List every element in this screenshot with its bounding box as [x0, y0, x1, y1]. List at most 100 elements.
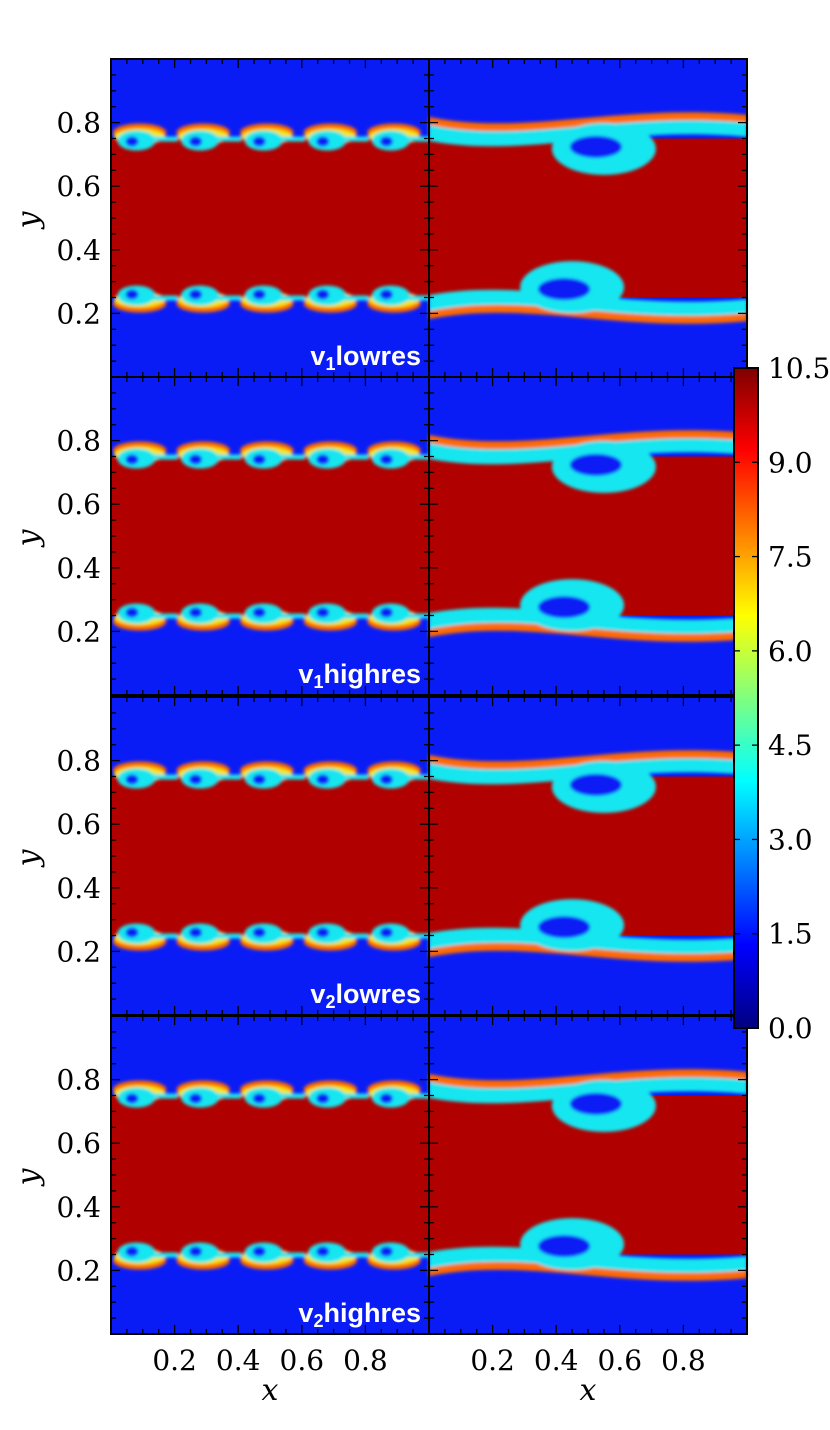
y-tick-label: 0.4: [56, 872, 101, 905]
vortex-core: [569, 1092, 622, 1115]
filament: [276, 774, 305, 780]
filament: [403, 295, 433, 301]
dense-band: [111, 1095, 429, 1255]
panel-r1-c2: [428, 58, 748, 378]
panel-r2-c2: [428, 376, 748, 696]
filament: [403, 1252, 433, 1258]
y-axis-label: y: [11, 1167, 46, 1187]
vortex-core: [252, 927, 266, 938]
filament: [149, 1093, 178, 1099]
run-label: v2lowres: [310, 979, 421, 1012]
vortex-core: [125, 136, 139, 147]
y-tick-label: 0.2: [56, 615, 101, 648]
y-tick-label: 0.2: [56, 297, 101, 330]
x-tick-label: 0.8: [661, 1344, 706, 1377]
filament: [339, 613, 369, 619]
colorbar-tick-label: 9.0: [768, 446, 813, 479]
colorbar-gradient: [733, 367, 759, 1029]
vortex-core: [316, 1246, 330, 1257]
colorbar-tick-label: 7.5: [768, 541, 813, 574]
lower-interface: [112, 285, 433, 313]
filament: [149, 136, 178, 142]
vortex-core: [252, 1246, 266, 1257]
y-tick-label: 0.8: [56, 107, 101, 140]
filament: [212, 933, 242, 939]
y-tick-label: 0.2: [56, 1254, 101, 1287]
filament: [339, 1093, 369, 1099]
y-tick-label: 0.8: [56, 1064, 101, 1097]
y-tick-label: 0.4: [56, 1191, 101, 1224]
y-tick-label: 0.6: [56, 1127, 101, 1160]
filament: [149, 933, 178, 939]
colorbar-tick-label: 1.5: [768, 918, 813, 951]
x-tick-label: 0.4: [216, 1344, 261, 1377]
filament: [149, 774, 178, 780]
y-tick-label: 0.6: [56, 808, 101, 841]
x-axis-label: x: [262, 1373, 279, 1408]
filament: [403, 933, 433, 939]
y-tick-label: 0.8: [56, 425, 101, 458]
vortex-core: [316, 454, 330, 465]
upper-billow: [429, 430, 747, 493]
filament: [339, 136, 369, 142]
panel-r3-c2: [428, 696, 748, 1016]
x-tick-label: 0.4: [534, 1344, 579, 1377]
filament: [339, 933, 369, 939]
vortex-core: [316, 136, 330, 147]
vortex-core: [316, 607, 330, 618]
vortex-core: [316, 289, 330, 300]
filament: [212, 1252, 242, 1258]
vortex-core: [380, 1093, 393, 1104]
vortex-core: [125, 1246, 139, 1257]
filament: [276, 454, 305, 460]
vortex-core: [189, 927, 202, 938]
filament: [149, 295, 178, 301]
filament: [212, 1093, 242, 1099]
vortex-core: [538, 596, 591, 619]
axes: 0.20.40.60.8y0.20.40.60.8y0.20.40.60.8y0…: [11, 107, 706, 1408]
filament: [212, 613, 242, 619]
colorbar-tick-label: 10.5: [768, 352, 830, 385]
y-tick-label: 0.4: [56, 552, 101, 585]
filament: [339, 1252, 369, 1258]
filament: [212, 774, 242, 780]
y-tick-label: 0.4: [56, 234, 101, 267]
upper-billow: [429, 1069, 747, 1132]
y-axis-label: y: [11, 528, 46, 548]
vortex-core: [380, 774, 393, 785]
lower-interface: [112, 923, 433, 951]
filament: [339, 295, 369, 301]
upper-interface: [112, 123, 433, 151]
filament: [403, 454, 433, 460]
run-label: v2highres: [298, 1298, 421, 1331]
vortex-core: [538, 278, 591, 301]
y-tick-label: 0.8: [56, 745, 101, 778]
vortex-core: [316, 1093, 330, 1104]
filament: [276, 613, 305, 619]
panel-r1-c1: v1lowres: [110, 58, 433, 378]
panel-r2-c1: v1highres: [110, 376, 433, 696]
y-axis-label: y: [11, 848, 46, 868]
colorbar-tick-label: 4.5: [768, 729, 813, 762]
vortex-core: [252, 774, 266, 785]
vortex-core: [569, 453, 622, 476]
lower-interface: [112, 603, 433, 631]
vortex-core: [380, 607, 393, 618]
vortex-core: [316, 927, 330, 938]
y-tick-label: 0.6: [56, 170, 101, 203]
vortex-core: [316, 774, 330, 785]
filament: [149, 454, 178, 460]
filament: [149, 613, 178, 619]
filament: [276, 1093, 305, 1099]
vortex-core: [189, 454, 202, 465]
upper-interface: [112, 761, 433, 789]
filament: [276, 1252, 305, 1258]
filament: [339, 454, 369, 460]
upper-billow: [429, 750, 747, 813]
run-label: v1lowres: [310, 341, 421, 374]
x-tick-label: 0.6: [280, 1344, 325, 1377]
vortex-core: [569, 773, 622, 796]
y-tick-label: 0.2: [56, 935, 101, 968]
x-tick-label: 0.2: [470, 1344, 515, 1377]
vortex-core: [380, 289, 393, 300]
